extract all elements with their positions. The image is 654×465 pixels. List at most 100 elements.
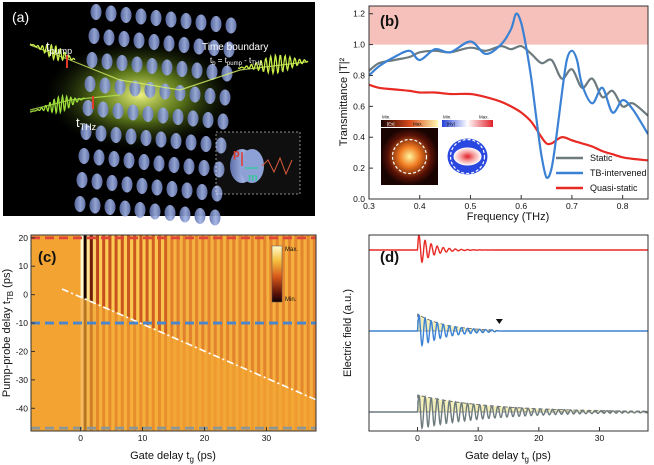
heatmap-stripe-suppressed: [154, 330, 162, 431]
b-ytick-label: 0.4: [353, 132, 365, 142]
heatmap-stripe-suppressed: [216, 357, 224, 431]
heatmap-stripe-dark: [244, 235, 248, 431]
heatmap-stripe-dark: [219, 235, 223, 431]
metasurface-pillar: [97, 101, 109, 118]
heatmap-stripe-dark: [232, 235, 236, 431]
unit-cell-pillar-side: [240, 149, 264, 183]
quasi-static-waveform: [369, 235, 648, 264]
d-xtick-label: 0: [415, 433, 420, 443]
metasurface-pillar: [219, 89, 231, 106]
metasurface-pillar: [159, 83, 171, 100]
metasurface-pillar: [146, 58, 158, 74]
metasurface-pillar: [189, 86, 201, 103]
d-xtick-label: 10: [473, 433, 483, 443]
legend-static-label: Static: [590, 153, 613, 163]
heatmap-stripe-bright: [173, 235, 177, 431]
metasurface-pillar: [86, 52, 98, 68]
heatmap-stripe-dark: [207, 235, 211, 431]
metasurface-pillar: [142, 106, 154, 122]
heatmap-stripe-dark: [300, 235, 304, 431]
heatmap-stripe-bright: [192, 235, 196, 431]
metasurface-pillar: [80, 124, 92, 140]
heatmap-stripe-dark: [275, 235, 279, 431]
b-ytick-label: 0.8: [353, 70, 365, 80]
metasurface-pillar: [225, 17, 237, 34]
metasurface-pillar: [181, 182, 193, 199]
metasurface-pillar: [170, 133, 182, 149]
heatmap-stripe-bright: [272, 235, 276, 431]
panel-b-frame: [368, 5, 649, 200]
time-boundary-line: [61, 288, 316, 401]
metasurface-pillar: [148, 34, 160, 50]
metasurface-pillar: [191, 62, 203, 79]
heatmap-stripe-suppressed: [160, 333, 168, 431]
quasi-static-curve: [369, 83, 648, 162]
metasurface-pillar: [151, 179, 163, 196]
panel-b: 0.3 0.4 0.5 0.6 0.7 0.80.00.20.40.60.81.01.2 …: [338, 5, 649, 223]
incident-pulse-thz: [29, 93, 86, 116]
unit-cell-inset: p m: [215, 131, 301, 195]
panel-b-legend: Static TB-intervened Quasi-static: [556, 153, 647, 193]
inset-m-label: m: [248, 172, 258, 184]
metasurface-array: [74, 4, 237, 226]
heatmap-stripe-dark: [288, 235, 292, 431]
metasurface-pillar: [123, 152, 135, 169]
heatmap-stripe-suppressed: [260, 376, 267, 431]
heatmap-stripe-dark: [263, 235, 267, 431]
hy-title: |Hy|: [447, 122, 455, 127]
b-ytick-label: 0.2: [353, 163, 365, 173]
metasurface-pillar: [204, 88, 216, 104]
heatmap-stripe-dark: [312, 235, 316, 431]
panel-d-ylabel: Electric field (a.u.): [342, 289, 354, 377]
heatmap-stripe-suppressed: [123, 317, 131, 431]
metasurface-pillar: [76, 172, 88, 188]
metasurface-pillar: [93, 149, 105, 166]
hy-resonator-outline: [449, 138, 486, 175]
metasurface-pillar: [176, 61, 188, 77]
panel-c-ticks: 0 10 20 30 20 10 0 -10 -20 -30 -40: [16, 233, 272, 443]
hy-colorbar: [442, 120, 493, 127]
heatmap-stripes: [80, 235, 316, 431]
metasurface-pillar: [174, 85, 186, 101]
panel-c: 0 10 20 30 20 10 0 -10 -20 -30 -40 Max. Min. (c) G…: [1, 233, 317, 464]
heatmap-stripe-suppressed: [229, 363, 236, 431]
metasurface-pillar: [202, 112, 214, 128]
heatmap-stripe-bright: [223, 235, 227, 431]
hy-max: Max.: [479, 115, 489, 120]
t-pump-label: tpump: [46, 39, 72, 56]
panel-c-xlabel: Gate delay tg (ps): [130, 450, 216, 464]
heatmap-stripe-bright: [235, 235, 239, 431]
metasurface-pillar: [221, 65, 233, 82]
heatmap-stripe-suppressed: [185, 344, 193, 431]
b-xtick-label: 0.8: [617, 201, 629, 211]
metasurface-pillar: [129, 80, 141, 97]
metasurface-pillar: [209, 209, 221, 226]
metasurface-pillar: [135, 8, 147, 25]
ex-max: Max.: [413, 122, 423, 127]
heatmap-stripe-dark: [257, 235, 261, 431]
heatmap-stripe-dark: [226, 235, 230, 431]
heatmap-stripe-bright: [167, 235, 171, 431]
heatmap-stripe-suppressed: [167, 336, 174, 431]
metasurface-pillar: [149, 203, 161, 220]
heatmap-stripe-bright: [185, 235, 189, 431]
heatmap-stripe-suppressed: [291, 390, 298, 431]
metasurface-pillar: [155, 131, 167, 148]
heatmap-stripe-suppressed: [129, 320, 137, 431]
metasurface-pillar: [217, 113, 229, 130]
metasurface-pillar: [153, 155, 165, 172]
metasurface-pillar: [108, 151, 120, 167]
metasurface-pillar: [198, 160, 210, 176]
heatmap-stripe-bright: [285, 235, 288, 431]
metasurface-pillar: [164, 205, 176, 221]
panel-d-xlabel: Gate delay tg (ps): [465, 450, 551, 464]
metasurface-pillar: [140, 130, 152, 146]
d-xtick-label: 30: [595, 433, 605, 443]
c-ytick-label: -10: [16, 318, 29, 328]
metasurface-pillar: [179, 206, 191, 223]
d-xtick-label: 20: [534, 433, 544, 443]
heatmap-stripe-suppressed: [80, 298, 87, 431]
heatmap-stripe-suppressed: [98, 306, 106, 431]
panel-d-ticks: 0 10 20 30: [415, 427, 604, 443]
